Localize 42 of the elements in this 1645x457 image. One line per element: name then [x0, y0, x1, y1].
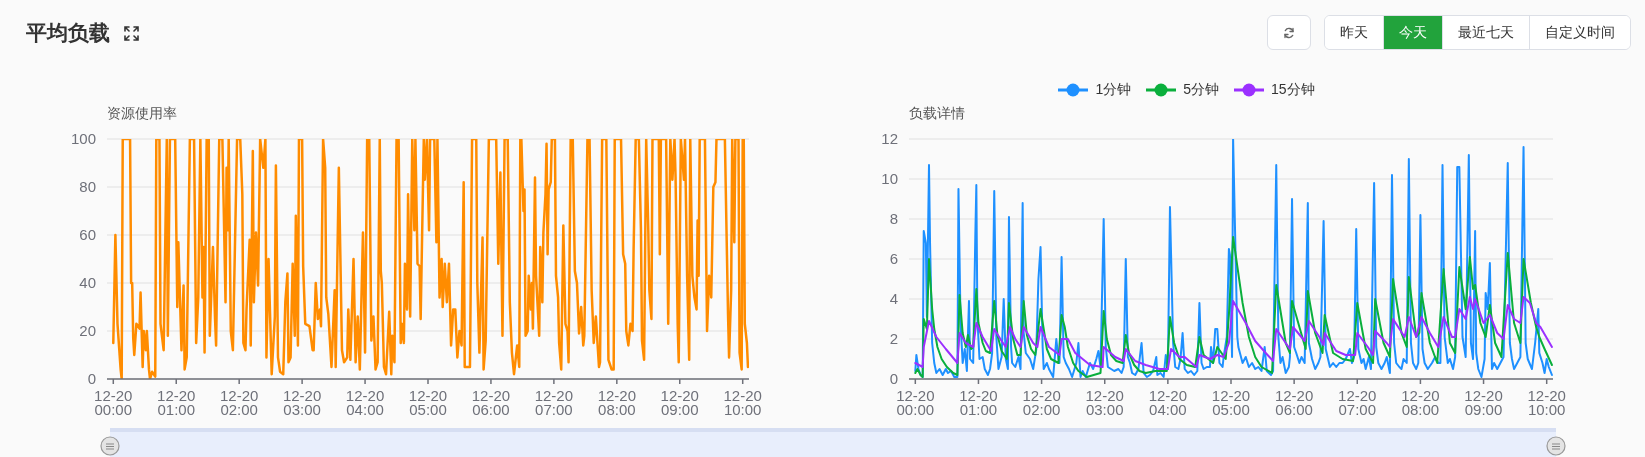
x-tick-label: 12-20 01:00 — [959, 387, 998, 418]
x-tick-label: 12-20 06:00 — [471, 387, 511, 418]
y-tick-label: 0 — [889, 370, 898, 388]
x-tick-label: 12-20 03:00 — [1085, 387, 1124, 418]
x-tick-label: 12-20 08:00 — [597, 387, 637, 418]
y-tick-label: 10 — [881, 170, 898, 188]
x-tick-label: 12-20 10:00 — [1527, 387, 1566, 418]
legend-label: 15分钟 — [1271, 81, 1315, 99]
y-tick-label: 6 — [889, 250, 898, 268]
x-tick-label: 12-20 00:00 — [94, 387, 133, 418]
y-axis-title: 资源使用率 — [107, 105, 177, 123]
x-tick-label: 12-20 03:00 — [282, 387, 322, 418]
x-tick-label: 12-20 08:00 — [1401, 387, 1440, 418]
y-tick-label: 0 — [87, 370, 96, 388]
x-tick-label: 12-20 10:00 — [723, 387, 762, 418]
x-tick-label: 12-20 09:00 — [1464, 387, 1503, 418]
x-tick-label: 12-20 00:00 — [896, 387, 935, 418]
y-tick-label: 20 — [79, 322, 96, 340]
x-tick-label: 12-20 05:00 — [1211, 387, 1251, 418]
legend-label: 5分钟 — [1183, 81, 1219, 99]
y-axis-title: 负载详情 — [909, 105, 965, 123]
chart-title: 平均负载 — [26, 20, 110, 46]
y-tick-label: 100 — [70, 130, 96, 148]
x-tick-label: 12-20 07:00 — [1338, 387, 1377, 418]
y-tick-label: 80 — [79, 178, 96, 196]
x-tick-label: 12-20 01:00 — [157, 387, 196, 418]
y-tick-label: 60 — [79, 226, 96, 244]
date-range-selector: 昨天 今天 最近七天 自定义时间 — [1324, 15, 1631, 50]
y-tick-label: 4 — [889, 290, 898, 308]
x-tick-label: 12-20 09:00 — [660, 387, 699, 418]
y-tick-label: 40 — [79, 274, 96, 292]
x-tick-label: 12-20 05:00 — [408, 387, 448, 418]
x-tick-label: 12-20 06:00 — [1274, 387, 1314, 418]
x-tick-label: 12-20 07:00 — [534, 387, 574, 418]
x-tick-label: 12-20 02:00 — [219, 387, 259, 418]
x-tick-label: 12-20 02:00 — [1022, 387, 1061, 418]
x-tick-label: 12-20 04:00 — [1148, 387, 1188, 418]
x-tick-label: 12-20 04:00 — [345, 387, 385, 418]
y-tick-label: 12 — [881, 130, 898, 148]
legend-label: 1分钟 — [1095, 81, 1132, 99]
y-tick-label: 2 — [889, 330, 898, 348]
y-tick-label: 8 — [889, 210, 898, 228]
